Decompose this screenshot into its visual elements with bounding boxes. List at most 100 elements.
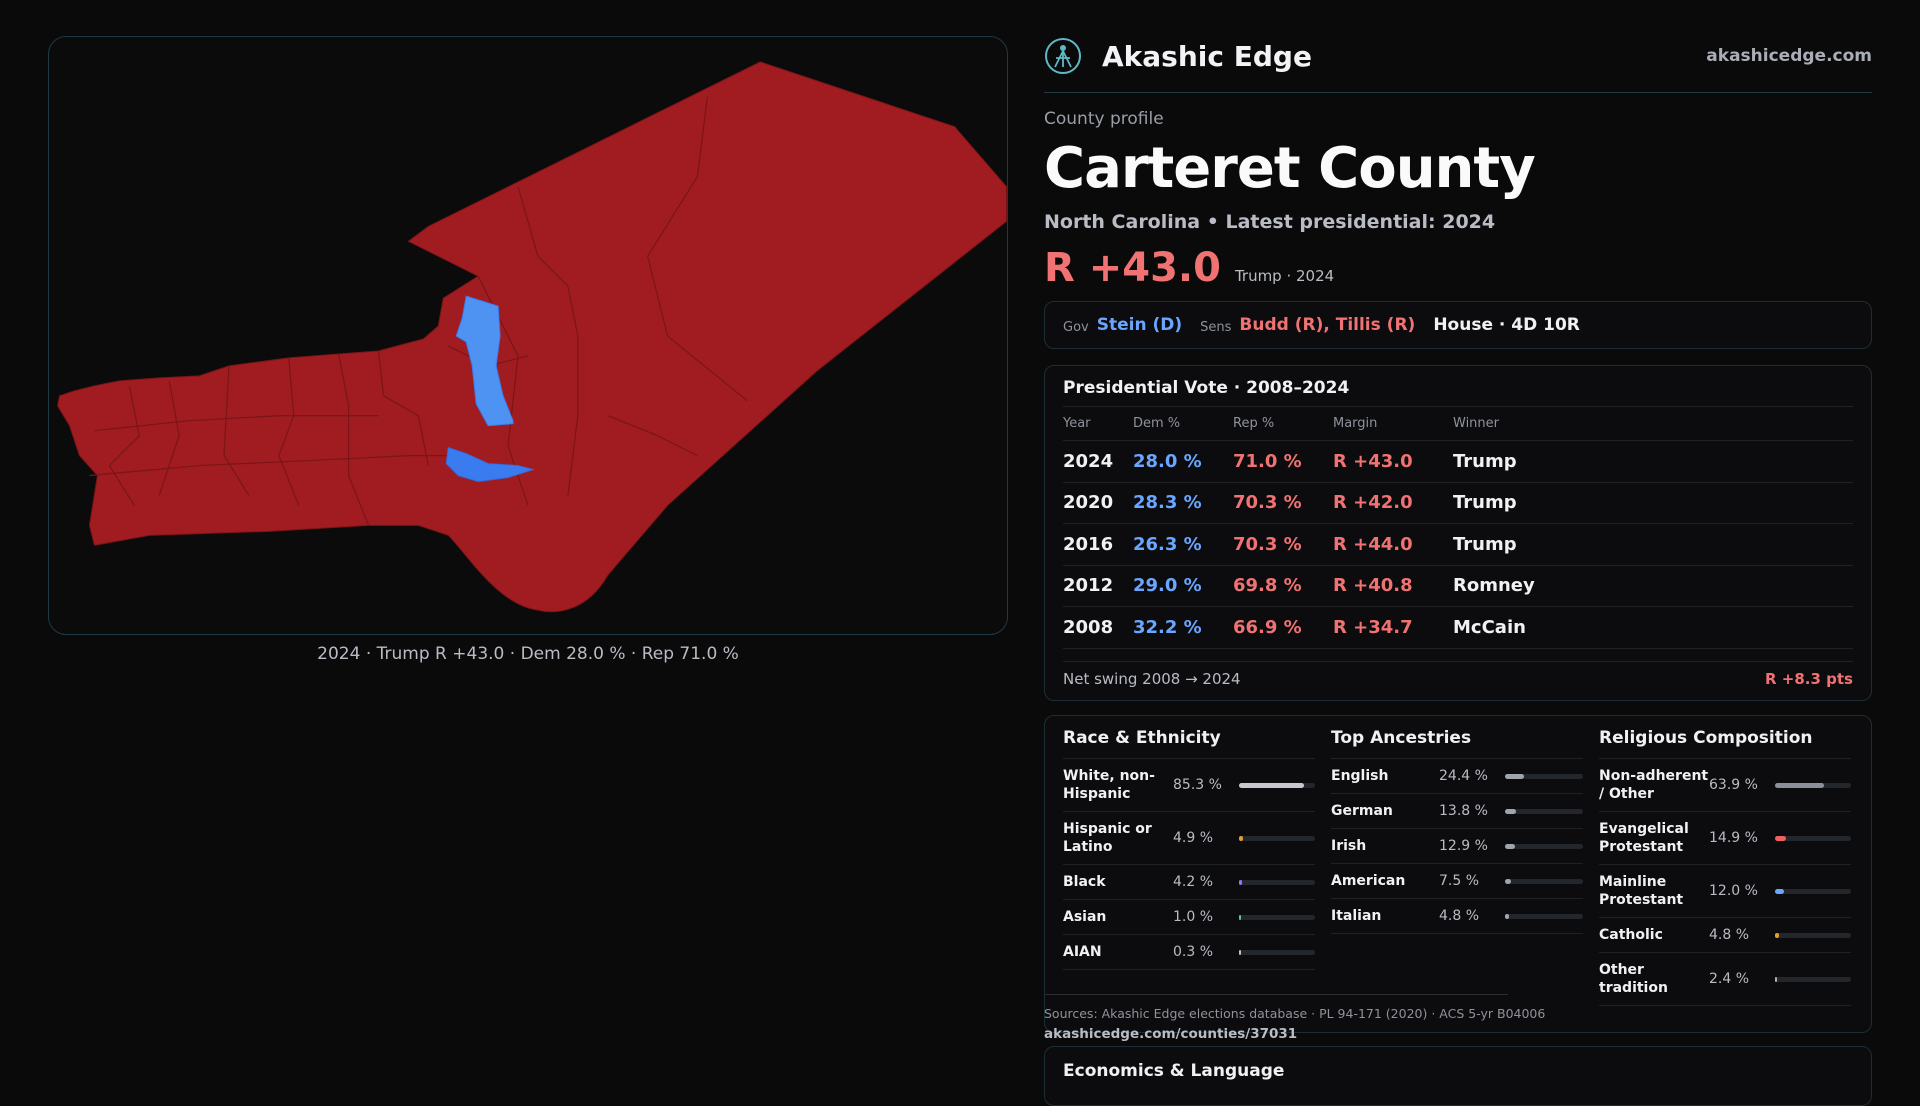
map-caption: 2024 · Trump R +43.0 · Dem 28.0 % · Rep … xyxy=(317,644,739,664)
table-header: Year Dem % Rep % Margin Winner xyxy=(1063,407,1853,441)
row-dem: 28.3 % xyxy=(1133,492,1202,514)
ancestry-value: 7.5 % xyxy=(1439,873,1480,889)
row-winner: Trump xyxy=(1453,450,1517,472)
row-dem: 26.3 % xyxy=(1133,533,1202,555)
race-bar xyxy=(1239,782,1315,788)
ancestry-bar-fill xyxy=(1505,808,1516,814)
religion-title: Religious Composition xyxy=(1599,728,1851,759)
ancestry-row: American 7.5 % xyxy=(1331,864,1583,899)
sources-divider xyxy=(1044,994,1508,995)
page-title: Carteret County xyxy=(1044,136,1536,201)
sens-value: Budd (R), Tillis (R) xyxy=(1239,315,1416,335)
row-margin: R +42.0 xyxy=(1333,492,1413,514)
akashic-logo-icon[interactable] xyxy=(1044,37,1082,75)
county-map[interactable] xyxy=(48,36,1008,635)
race-bar xyxy=(1239,949,1315,955)
religion-row: Mainline Protestant 12.0 % xyxy=(1599,865,1851,918)
table-row: 2024 28.0 % 71.0 % R +43.0 Trump xyxy=(1063,441,1853,483)
ancestry-value: 13.8 % xyxy=(1439,803,1488,819)
religion-label: Evangelical Protestant xyxy=(1599,821,1689,855)
row-rep: 70.3 % xyxy=(1233,492,1302,514)
brand-header: Akashic Edge akashicedge.com xyxy=(1044,36,1872,76)
religion-label: Mainline Protestant xyxy=(1599,874,1684,908)
religion-bar xyxy=(1775,782,1851,788)
ancestry-bar-fill xyxy=(1505,913,1509,919)
house-value: House · 4D 10R xyxy=(1433,315,1580,335)
ancestry-bar-fill xyxy=(1505,843,1516,849)
race-title: Race & Ethnicity xyxy=(1063,728,1315,759)
ancestry-bar-fill xyxy=(1505,773,1525,779)
sources-text: Sources: Akashic Edge elections database… xyxy=(1044,1006,1546,1021)
row-dem: 29.0 % xyxy=(1133,575,1202,597)
row-rep: 66.9 % xyxy=(1233,616,1302,638)
table-row: 2016 26.3 % 70.3 % R +44.0 Trump xyxy=(1063,524,1853,566)
gov-label: Gov xyxy=(1063,319,1089,335)
ancestry-row: Irish 12.9 % xyxy=(1331,829,1583,864)
religion-bar xyxy=(1775,976,1851,982)
race-ethnicity-section: Race & Ethnicity White, non-Hispanic 85.3… xyxy=(1063,728,1315,1032)
ancestry-bar xyxy=(1505,913,1583,919)
religion-label: Non-adherent / Other xyxy=(1599,768,1709,802)
county-map-svg[interactable] xyxy=(49,37,1007,634)
race-bar-fill xyxy=(1239,879,1243,885)
race-label: AIAN xyxy=(1063,944,1102,960)
brand-url-link[interactable]: akashicedge.com xyxy=(1706,46,1872,66)
row-rep: 70.3 % xyxy=(1233,533,1302,555)
table-row: 2012 29.0 % 69.8 % R +40.8 Romney xyxy=(1063,566,1853,607)
ancestry-label: Irish xyxy=(1331,838,1367,854)
swing-value: R +8.3 pts xyxy=(1765,669,1853,688)
race-bar xyxy=(1239,835,1315,841)
race-bar-fill xyxy=(1239,949,1241,955)
ancestry-bar xyxy=(1505,843,1583,849)
presidential-vote-card: Presidential Vote · 2008–2024 Year Dem %… xyxy=(1044,365,1872,701)
race-value: 0.3 % xyxy=(1173,944,1214,960)
row-year: 2024 xyxy=(1063,450,1114,472)
ancestry-section: Top Ancestries English 24.4 % German 13.8 %… xyxy=(1331,728,1583,1032)
sources-url-link[interactable]: akashicedge.com/counties/37031 xyxy=(1044,1026,1298,1042)
precinct-dem-strip[interactable] xyxy=(455,295,514,427)
race-row: AIAN 0.3 % xyxy=(1063,935,1315,970)
ancestry-label: American xyxy=(1331,873,1406,889)
col-margin: Margin xyxy=(1333,416,1378,431)
col-rep: Rep % xyxy=(1233,416,1275,431)
row-dem: 28.0 % xyxy=(1133,450,1202,472)
religion-value: 4.8 % xyxy=(1709,927,1750,943)
race-label: Black xyxy=(1063,874,1106,890)
race-row: Asian 1.0 % xyxy=(1063,900,1315,935)
row-year: 2020 xyxy=(1063,492,1114,514)
race-bar-fill xyxy=(1239,914,1241,920)
row-margin: R +34.7 xyxy=(1333,616,1413,638)
ancestry-value: 4.8 % xyxy=(1439,908,1480,924)
religion-value: 12.0 % xyxy=(1709,883,1758,899)
precinct-shapes xyxy=(57,61,1007,613)
col-winner: Winner xyxy=(1453,416,1500,431)
ancestry-row: German 13.8 % xyxy=(1331,794,1583,829)
table-row: 2008 32.2 % 66.9 % R +34.7 McCain xyxy=(1063,607,1853,649)
religion-label: Other tradition xyxy=(1599,962,1668,996)
demographics-card: Race & Ethnicity White, non-Hispanic 85.3… xyxy=(1044,715,1872,1033)
ancestry-title: Top Ancestries xyxy=(1331,728,1583,759)
ancestry-value: 24.4 % xyxy=(1439,768,1488,784)
row-margin: R +44.0 xyxy=(1333,533,1413,555)
race-row: Hispanic or Latino 4.9 % xyxy=(1063,812,1315,865)
brand-name[interactable]: Akashic Edge xyxy=(1102,39,1312,73)
precinct-rep-main[interactable] xyxy=(57,61,1007,613)
row-margin: R +40.8 xyxy=(1333,575,1413,597)
race-value: 4.9 % xyxy=(1173,830,1214,846)
row-year: 2008 xyxy=(1063,616,1114,638)
row-year: 2012 xyxy=(1063,575,1114,597)
precinct-dem-south[interactable] xyxy=(445,446,535,483)
col-dem: Dem % xyxy=(1133,416,1181,431)
page-kicker: County profile xyxy=(1044,109,1164,129)
page-subtitle: North Carolina • Latest presidential: 20… xyxy=(1044,211,1496,233)
religion-row: Other tradition 2.4 % xyxy=(1599,953,1851,1006)
row-rep: 69.8 % xyxy=(1233,575,1302,597)
religion-bar-fill xyxy=(1775,976,1777,982)
race-row: Black 4.2 % xyxy=(1063,865,1315,900)
ancestry-bar xyxy=(1505,773,1583,779)
religion-bar xyxy=(1775,888,1851,894)
officials-card: Gov Stein (D) Sens Budd (R), Tillis (R) … xyxy=(1044,301,1872,349)
row-margin: R +43.0 xyxy=(1333,450,1413,472)
ancestry-bar-fill xyxy=(1505,878,1511,884)
ancestry-label: English xyxy=(1331,768,1389,784)
